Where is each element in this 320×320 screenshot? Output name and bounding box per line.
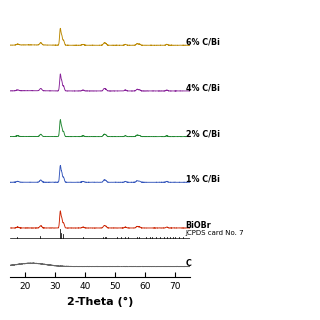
Text: BiOBr: BiOBr (186, 221, 212, 230)
Text: C: C (186, 259, 192, 268)
Text: 2% C/Bi: 2% C/Bi (186, 129, 220, 138)
Text: 1% C/Bi: 1% C/Bi (186, 175, 220, 184)
X-axis label: 2-Theta (°): 2-Theta (°) (67, 297, 133, 307)
Text: JCPDS card No. 7: JCPDS card No. 7 (186, 230, 244, 236)
Text: 6% C/Bi: 6% C/Bi (186, 38, 220, 47)
Text: 4% C/Bi: 4% C/Bi (186, 84, 220, 93)
